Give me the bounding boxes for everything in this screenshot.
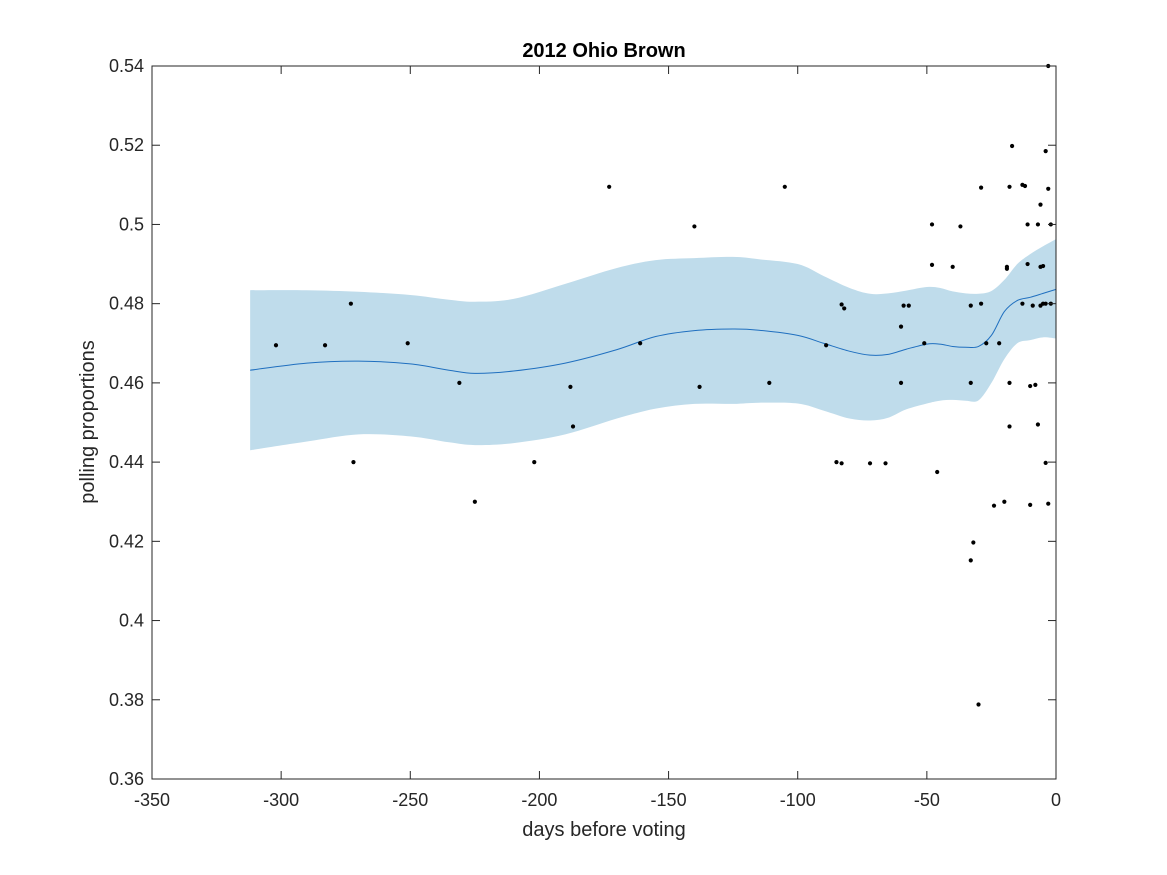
poll-point <box>1040 263 1046 269</box>
poll-point <box>834 460 839 465</box>
poll-point <box>839 302 844 307</box>
y-tick-label: 0.4 <box>119 611 144 631</box>
confidence-band <box>250 239 1056 451</box>
x-tick-label: -250 <box>392 790 428 810</box>
poll-point <box>898 380 904 385</box>
poll-point <box>1046 501 1051 506</box>
y-tick-label: 0.52 <box>109 135 144 155</box>
poll-point <box>950 264 955 269</box>
poll-point <box>1046 186 1051 191</box>
poll-point <box>607 184 612 189</box>
poll-point <box>842 306 847 311</box>
x-tick-label: -300 <box>263 790 299 810</box>
poll-point <box>1035 222 1041 227</box>
poll-point <box>405 341 410 346</box>
poll-point <box>1030 303 1035 308</box>
poll-point <box>935 469 940 475</box>
poll-point <box>929 262 935 267</box>
poll-point <box>929 222 935 227</box>
y-tick-label: 0.38 <box>109 690 144 710</box>
poll-point <box>958 224 963 229</box>
poll-point <box>322 343 328 348</box>
x-tick-label: -100 <box>780 790 816 810</box>
poll-point <box>1007 184 1012 189</box>
x-tick-label: -350 <box>134 790 170 810</box>
y-tick-label: 0.42 <box>109 531 144 551</box>
poll-point <box>570 424 576 429</box>
poll-point <box>968 303 973 308</box>
x-axis-label: days before voting <box>522 819 685 841</box>
poll-point <box>1002 499 1007 504</box>
y-axis-label: polling proportions <box>77 340 99 503</box>
poll-point <box>824 343 829 348</box>
poll-point <box>1035 422 1041 427</box>
poll-point <box>906 303 911 308</box>
poll-point <box>971 540 976 545</box>
poll-point <box>1025 222 1030 227</box>
poll-point <box>997 341 1002 346</box>
poll-point <box>568 384 573 389</box>
poll-point <box>968 380 973 385</box>
poll-point <box>1028 502 1033 507</box>
axes-box <box>151 65 1057 780</box>
poll-point <box>457 380 462 385</box>
poll-point <box>922 341 927 346</box>
poll-point <box>984 341 989 346</box>
x-axis-ticks: -350 -300 -250 -200 -150 -100 -50 0 <box>134 66 1061 810</box>
y-tick-label: 0.54 <box>109 56 144 76</box>
y-tick-label: 0.46 <box>109 373 144 393</box>
poll-point <box>1025 261 1030 267</box>
y-tick-label: 0.36 <box>109 769 144 789</box>
x-tick-label: -50 <box>914 790 940 810</box>
poll-point <box>782 184 787 189</box>
poll-point <box>1007 424 1012 429</box>
poll-point <box>472 499 477 504</box>
poll-point <box>1043 301 1048 306</box>
y-tick-label: 0.5 <box>119 214 144 234</box>
poll-point <box>1009 143 1015 149</box>
chart-title: 2012 Ohio Brown <box>522 40 685 62</box>
x-tick-label: -150 <box>651 790 687 810</box>
poll-point <box>697 384 702 389</box>
poll-point <box>767 380 772 385</box>
poll-point <box>976 702 981 707</box>
poll-point <box>883 461 888 466</box>
poll-point <box>1043 149 1048 154</box>
poll-point <box>867 461 873 466</box>
x-tick-label: -200 <box>521 790 557 810</box>
poll-point <box>1020 301 1025 306</box>
poll-point <box>1028 383 1033 389</box>
y-tick-label: 0.44 <box>109 452 144 472</box>
confidence-band-layer <box>250 239 1056 451</box>
y-axis-ticks: 0.36 0.38 0.4 0.42 0.44 0.46 0.48 0.5 0.52 0.54 <box>109 56 1056 789</box>
poll-point <box>1004 266 1010 271</box>
poll-point <box>273 343 279 348</box>
poll-point <box>1007 380 1012 385</box>
poll-point <box>348 301 353 306</box>
poll-point <box>1038 202 1043 207</box>
poll-points-layer <box>273 63 1053 707</box>
trend-line <box>250 288 1057 374</box>
poll-point <box>979 301 984 306</box>
poll-point <box>638 341 643 346</box>
poll-point <box>1022 183 1028 189</box>
poll-point <box>991 503 997 508</box>
poll-point <box>351 460 356 465</box>
poll-point <box>968 558 973 563</box>
y-tick-label: 0.48 <box>109 294 144 314</box>
poll-point <box>532 460 537 465</box>
poll-point <box>839 461 844 466</box>
poll-point <box>1043 460 1048 465</box>
poll-point <box>1033 382 1038 387</box>
x-tick-label: 0 <box>1051 790 1061 810</box>
poll-point <box>692 224 697 229</box>
poll-point <box>901 303 906 308</box>
poll-point <box>898 324 904 329</box>
trend-line-layer <box>250 288 1057 374</box>
poll-point <box>979 185 984 190</box>
